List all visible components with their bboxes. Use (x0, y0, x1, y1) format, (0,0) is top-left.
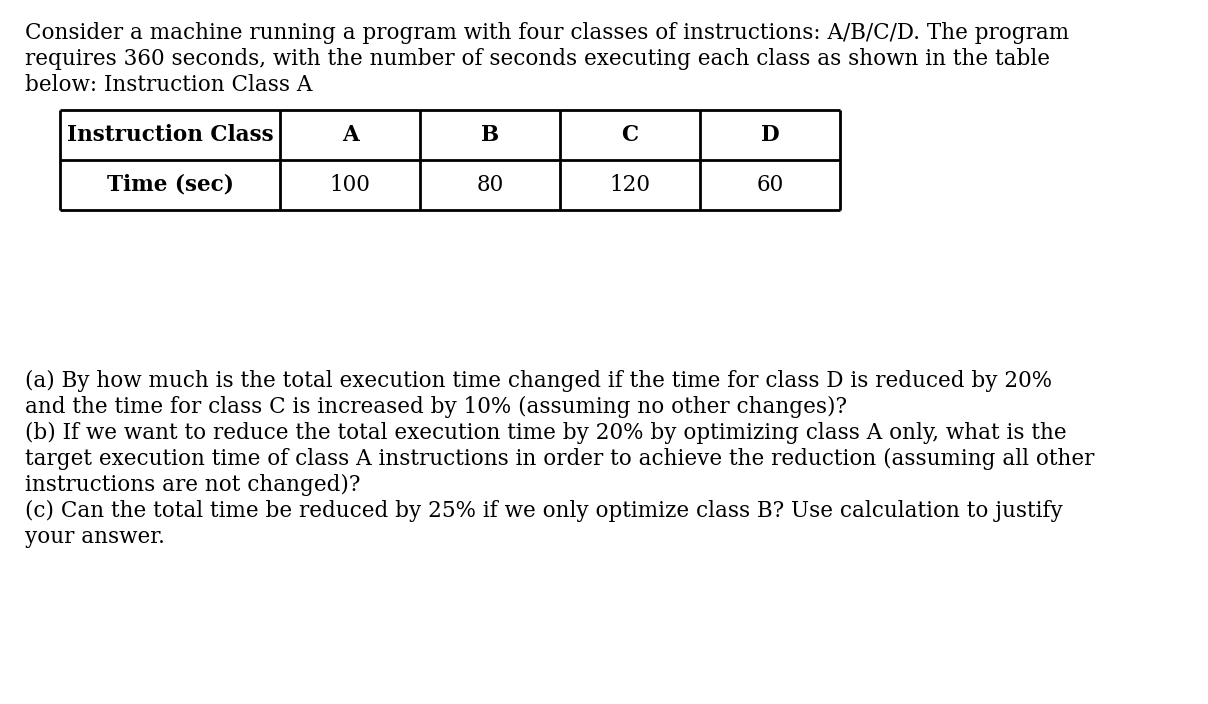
Text: Consider a machine running a program with four classes of instructions: A/B/C/D.: Consider a machine running a program wit… (25, 22, 1069, 44)
Text: C: C (621, 124, 639, 146)
Text: (a) By how much is the total execution time changed if the time for class D is r: (a) By how much is the total execution t… (25, 370, 1052, 392)
Text: (c) Can the total time be reduced by 25% if we only optimize class B? Use calcul: (c) Can the total time be reduced by 25%… (25, 500, 1063, 522)
Text: instructions are not changed)?: instructions are not changed)? (25, 474, 360, 496)
Text: A: A (342, 124, 359, 146)
Text: Time (sec): Time (sec) (106, 174, 233, 196)
Text: 60: 60 (756, 174, 784, 196)
Text: your answer.: your answer. (25, 526, 164, 548)
Text: D: D (761, 124, 779, 146)
Text: requires 360 seconds, with the number of seconds executing each class as shown i: requires 360 seconds, with the number of… (25, 48, 1050, 70)
Text: 100: 100 (330, 174, 371, 196)
Text: 120: 120 (610, 174, 650, 196)
Text: Instruction Class: Instruction Class (66, 124, 273, 146)
Text: target execution time of class A instructions in order to achieve the reduction : target execution time of class A instruc… (25, 448, 1094, 470)
Text: B: B (481, 124, 499, 146)
Text: below: Instruction Class A: below: Instruction Class A (25, 74, 313, 96)
Text: 80: 80 (476, 174, 504, 196)
Text: and the time for class C is increased by 10% (assuming no other changes)?: and the time for class C is increased by… (25, 396, 847, 418)
Bar (60, 110, 840, 210)
Text: (b) If we want to reduce the total execution time by 20% by optimizing class A o: (b) If we want to reduce the total execu… (25, 422, 1067, 444)
